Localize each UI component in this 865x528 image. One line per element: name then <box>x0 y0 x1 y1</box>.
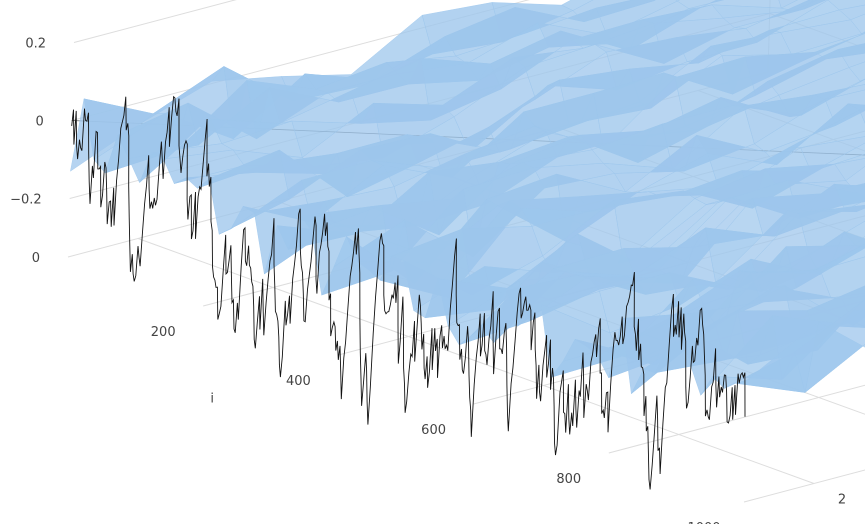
x-axis-title: i <box>210 391 214 406</box>
z-tick-label: 0 <box>36 115 44 130</box>
x-tick-label: 600 <box>421 423 446 438</box>
x-tick-label: 200 <box>151 325 176 340</box>
x-tick-label: 400 <box>286 374 311 389</box>
z-tick-label: −0.2 <box>10 193 42 208</box>
z-tick-label: 0.2 <box>25 37 46 52</box>
x-tick-label: 0 <box>32 251 40 266</box>
y-tick-label: 2 <box>838 493 846 508</box>
x-tick-label: 800 <box>556 472 581 487</box>
